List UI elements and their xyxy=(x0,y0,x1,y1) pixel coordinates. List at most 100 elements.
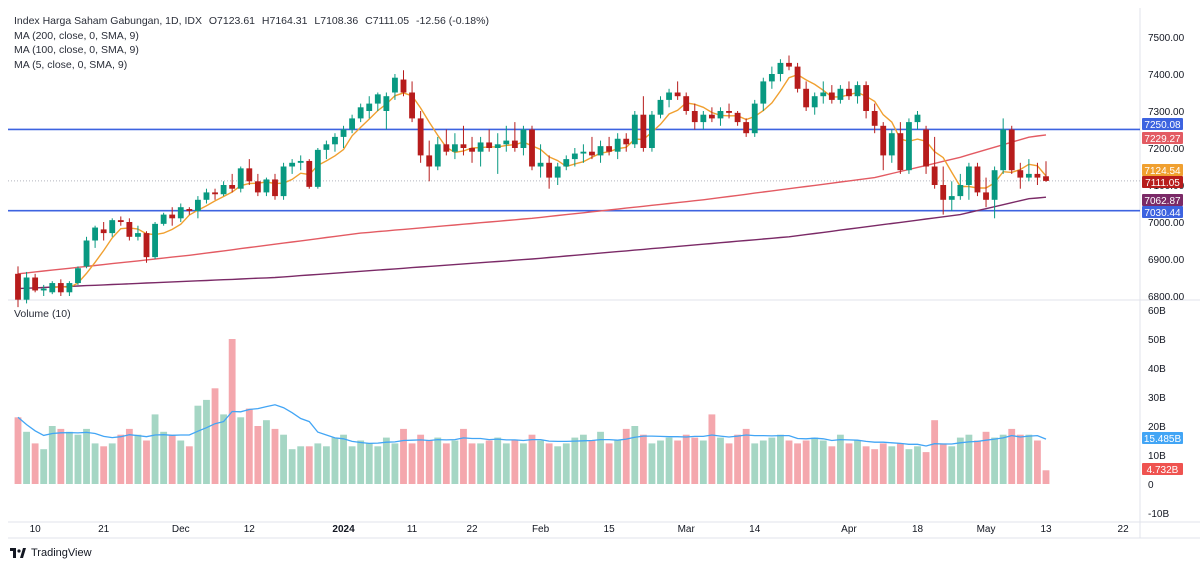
volume-bar[interactable] xyxy=(888,446,896,484)
candle[interactable] xyxy=(614,133,621,160)
volume-bar[interactable] xyxy=(14,417,22,484)
volume-bar[interactable] xyxy=(562,443,570,484)
candle[interactable] xyxy=(194,196,201,219)
volume-bar[interactable] xyxy=(742,428,750,484)
volume-bar[interactable] xyxy=(314,443,322,484)
volume-bar[interactable] xyxy=(605,443,613,484)
volume-bar[interactable] xyxy=(879,443,887,484)
volume-bar[interactable] xyxy=(699,440,707,485)
candle[interactable] xyxy=(529,125,535,171)
volume-bar[interactable] xyxy=(691,437,699,484)
candle[interactable] xyxy=(700,111,707,130)
volume-bar[interactable] xyxy=(108,443,116,484)
candle[interactable] xyxy=(666,88,672,108)
candle[interactable] xyxy=(563,155,570,171)
candle[interactable] xyxy=(212,188,218,200)
volume-bar[interactable] xyxy=(999,434,1007,484)
candle[interactable] xyxy=(75,266,81,285)
candle[interactable] xyxy=(237,166,244,193)
volume-bar[interactable] xyxy=(48,426,56,484)
candle[interactable] xyxy=(717,107,724,126)
volume-bar[interactable] xyxy=(751,443,759,484)
candle[interactable] xyxy=(589,136,595,160)
volume-bar[interactable] xyxy=(520,443,527,484)
volume-bar[interactable] xyxy=(845,443,853,484)
volume-bar[interactable] xyxy=(100,446,108,484)
candle[interactable] xyxy=(109,218,116,237)
candle[interactable] xyxy=(571,148,578,167)
volume-bar[interactable] xyxy=(554,446,562,484)
candle[interactable] xyxy=(409,81,415,123)
candle[interactable] xyxy=(803,81,810,111)
volume-bar[interactable] xyxy=(83,428,90,484)
candle[interactable] xyxy=(743,118,750,137)
candle[interactable] xyxy=(948,181,955,211)
candle[interactable] xyxy=(691,103,698,130)
volume-bar[interactable] xyxy=(717,437,724,484)
volume-bar[interactable] xyxy=(657,440,664,485)
candle[interactable] xyxy=(100,222,107,241)
candle[interactable] xyxy=(366,96,373,119)
volume-bar[interactable] xyxy=(768,437,776,484)
volume-bar[interactable] xyxy=(828,446,836,484)
candle[interactable] xyxy=(297,155,304,171)
volume-legend[interactable]: Volume (10) xyxy=(14,308,71,320)
candle[interactable] xyxy=(1025,159,1032,182)
candle[interactable] xyxy=(820,81,827,104)
volume-bar[interactable] xyxy=(639,434,647,484)
volume-bar[interactable] xyxy=(468,443,476,484)
candle[interactable] xyxy=(306,159,313,189)
candle[interactable] xyxy=(417,111,424,163)
volume-bar[interactable] xyxy=(348,446,356,484)
volume-bar[interactable] xyxy=(40,449,48,484)
candle[interactable] xyxy=(674,81,681,100)
candle[interactable] xyxy=(263,177,270,197)
symbol-title[interactable]: Index Harga Saham Gabungan, 1D, IDX xyxy=(14,15,202,27)
candle[interactable] xyxy=(486,129,493,152)
volume-bar[interactable] xyxy=(151,414,159,484)
candle[interactable] xyxy=(974,162,981,197)
candle[interactable] xyxy=(246,159,253,185)
candle[interactable] xyxy=(777,59,784,82)
volume-bar[interactable] xyxy=(288,449,296,484)
candle[interactable] xyxy=(460,125,467,156)
volume-bar[interactable] xyxy=(263,420,270,484)
candle[interactable] xyxy=(931,136,938,189)
volume-bar[interactable] xyxy=(460,428,467,484)
volume-bar[interactable] xyxy=(134,434,142,484)
volume-bar[interactable] xyxy=(674,440,682,485)
candle[interactable] xyxy=(314,148,321,189)
legend-ma100[interactable]: MA (100, close, 0, SMA, 9) xyxy=(14,44,139,56)
candle[interactable] xyxy=(349,114,356,134)
volume-bar[interactable] xyxy=(622,428,630,484)
candle[interactable] xyxy=(383,92,390,130)
volume-bar[interactable] xyxy=(862,446,870,484)
candle[interactable] xyxy=(357,103,364,123)
candle[interactable] xyxy=(768,66,775,89)
volume-bar[interactable] xyxy=(836,434,844,484)
ma200-line[interactable] xyxy=(17,196,1047,290)
volume-bar[interactable] xyxy=(237,417,245,484)
candle[interactable] xyxy=(15,266,21,308)
candle[interactable] xyxy=(92,225,99,248)
volume-bar[interactable] xyxy=(528,434,536,484)
candle[interactable] xyxy=(340,125,347,148)
volume-bar[interactable] xyxy=(794,443,801,484)
volume-bar[interactable] xyxy=(811,437,819,484)
candle[interactable] xyxy=(871,103,878,134)
volume-bar[interactable] xyxy=(374,446,382,484)
candle[interactable] xyxy=(991,166,998,219)
volume-bar[interactable] xyxy=(340,434,347,484)
volume-bar[interactable] xyxy=(400,428,407,484)
candle[interactable] xyxy=(203,188,210,204)
volume-bar[interactable] xyxy=(734,434,742,484)
candle[interactable] xyxy=(597,140,604,163)
volume-bar[interactable] xyxy=(896,443,904,484)
candle[interactable] xyxy=(229,173,236,193)
price-tag-ma100[interactable]: 7229.27 xyxy=(1142,132,1183,145)
volume-bar[interactable] xyxy=(871,449,879,484)
candle[interactable] xyxy=(923,125,929,174)
volume-bar[interactable] xyxy=(648,443,656,484)
volume-bar[interactable] xyxy=(357,440,365,485)
